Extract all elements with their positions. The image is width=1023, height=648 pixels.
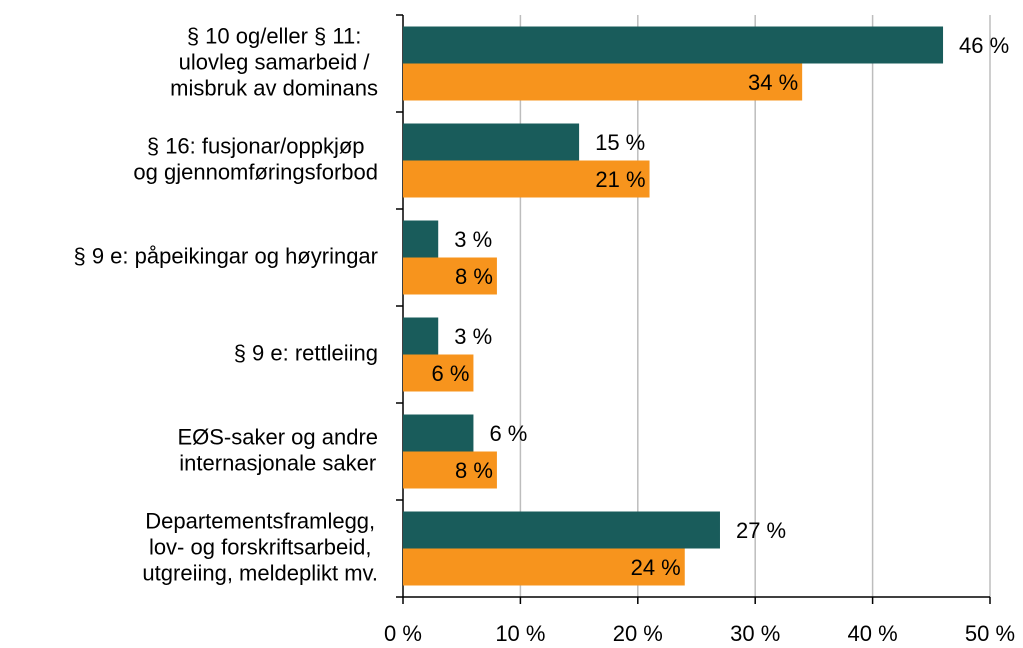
- bar: [403, 414, 474, 452]
- value-label: 6 %: [432, 361, 470, 386]
- bar: [403, 317, 439, 355]
- x-tick-label: 30 %: [730, 621, 780, 646]
- bar: [403, 511, 720, 549]
- value-label: 8 %: [455, 264, 493, 289]
- value-label: 27 %: [736, 518, 786, 543]
- x-tick-label: 50 %: [965, 621, 1015, 646]
- y-tick-label: § 10 og/eller § 11: ulovleg samarbeid / mi…: [170, 23, 378, 100]
- bar: [403, 160, 650, 198]
- bar: [403, 257, 497, 295]
- value-label: 24 %: [631, 555, 681, 580]
- bar: [403, 123, 580, 161]
- value-label: 6 %: [489, 421, 527, 446]
- bar: [403, 451, 497, 489]
- bar: [403, 548, 685, 586]
- y-tick-label: Departementsframlegg, lov- og forskriftsa…: [142, 508, 378, 585]
- value-label: 15 %: [595, 130, 645, 155]
- value-label: 3 %: [454, 324, 492, 349]
- y-tick-label: EØS-saker og andre internasjonale saker: [177, 424, 378, 475]
- bar: [403, 220, 439, 258]
- x-tick-label: 10 %: [495, 621, 545, 646]
- value-label: 21 %: [595, 167, 645, 192]
- y-tick-label: § 9 e: rettleiing: [234, 340, 378, 365]
- y-tick-label: § 16: fusjonar/oppkjøp og gjennomføringsf…: [133, 133, 378, 184]
- value-label: 3 %: [454, 227, 492, 252]
- x-tick-label: 40 %: [848, 621, 898, 646]
- x-tick-label: 0 %: [384, 621, 422, 646]
- bar: [403, 63, 803, 101]
- bar: [403, 354, 474, 392]
- x-tick-label: 20 %: [613, 621, 663, 646]
- value-label: 8 %: [455, 458, 493, 483]
- y-tick-label: § 9 e: påpeikingar og høyringar: [73, 243, 378, 268]
- bar: [403, 26, 944, 64]
- value-label: 46 %: [959, 33, 1009, 58]
- value-label: 34 %: [748, 70, 798, 95]
